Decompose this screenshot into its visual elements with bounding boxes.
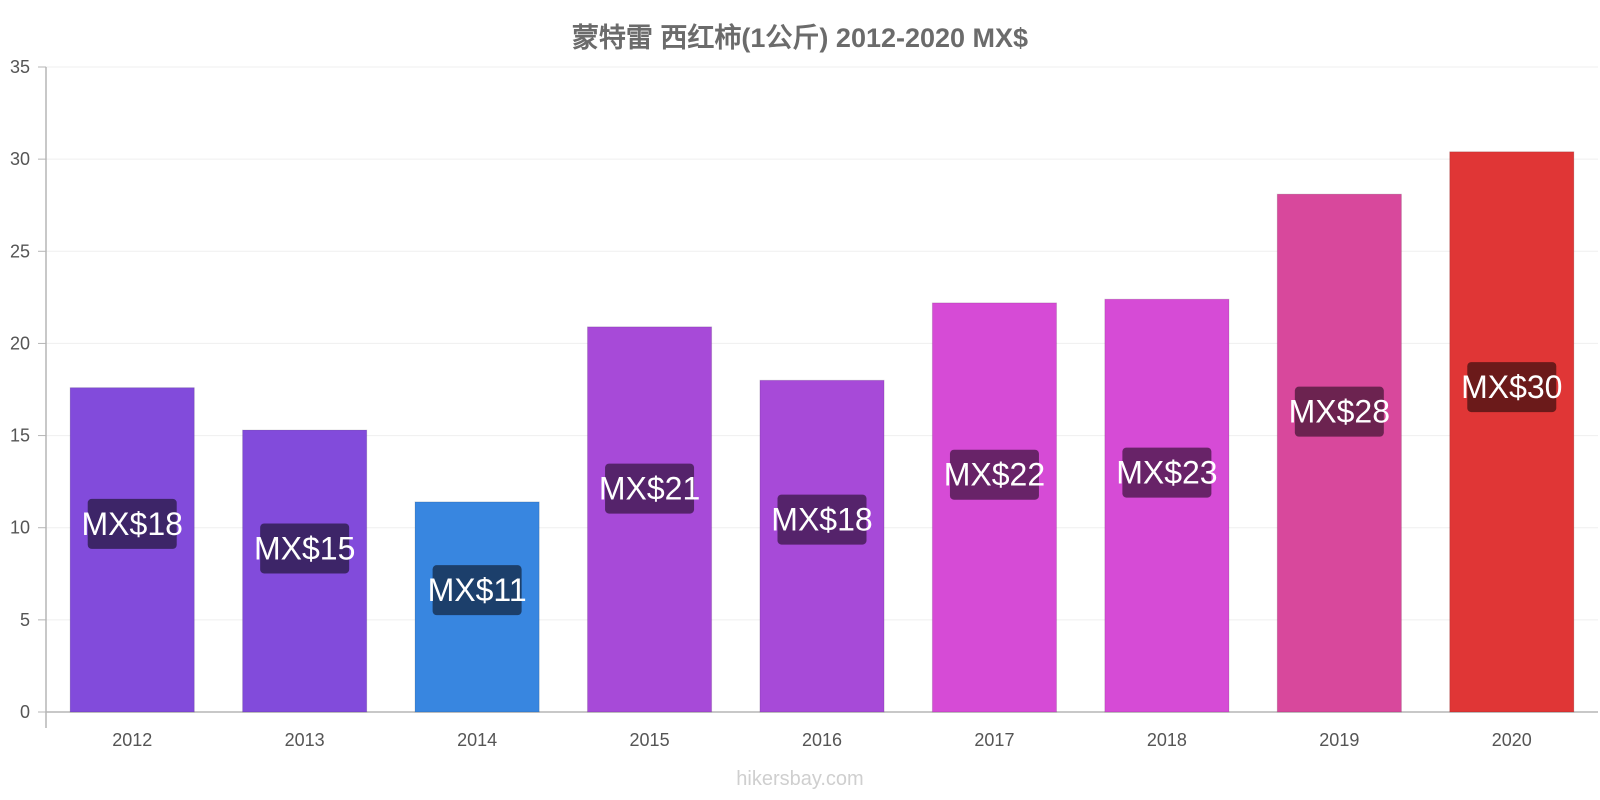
data-label: MX$18	[771, 502, 872, 538]
data-label: MX$15	[254, 530, 355, 566]
data-label-badge	[1467, 362, 1557, 413]
y-tick-label: 20	[10, 333, 30, 353]
y-tick-label: 0	[20, 702, 30, 722]
data-label: MX$22	[944, 457, 1045, 493]
x-tick-label: 2017	[974, 730, 1014, 750]
data-label-badge	[432, 565, 522, 616]
x-tick-label: 2015	[630, 730, 670, 750]
x-tick-label: 2012	[112, 730, 152, 750]
data-label-badge	[87, 498, 177, 549]
chart-title: 蒙特雷 西红柿(1公斤) 2012-2020 MX$	[571, 23, 1029, 53]
x-tick-label: 2020	[1492, 730, 1532, 750]
y-tick-label: 30	[10, 149, 30, 169]
y-tick-label: 35	[10, 57, 30, 77]
x-tick-label: 2013	[285, 730, 325, 750]
watermark: hikersbay.com	[736, 768, 864, 790]
y-tick-label: 10	[10, 518, 30, 538]
x-tick-label: 2014	[457, 730, 497, 750]
x-tick-label: 2019	[1319, 730, 1359, 750]
x-tick-label: 2016	[802, 730, 842, 750]
data-label: MX$11	[428, 572, 527, 608]
data-label-badge	[1294, 386, 1384, 437]
bar	[586, 326, 713, 713]
bar	[931, 302, 1058, 713]
bar	[69, 387, 195, 713]
data-label-badge	[605, 463, 695, 514]
data-label: MX$18	[82, 506, 183, 542]
data-label: MX$23	[1116, 455, 1217, 491]
data-label-badge	[1122, 447, 1212, 498]
y-tick-label: 5	[20, 610, 30, 630]
data-label: MX$30	[1461, 369, 1562, 405]
data-label-badge	[949, 449, 1039, 500]
x-tick-label: 2018	[1147, 730, 1187, 750]
bar	[1104, 298, 1230, 713]
data-label-badge	[777, 494, 867, 545]
bar	[1276, 193, 1402, 713]
bar	[1449, 151, 1575, 713]
data-label: MX$21	[599, 471, 700, 507]
bar	[759, 379, 885, 713]
y-tick-label: 15	[10, 426, 30, 446]
data-label: MX$28	[1289, 394, 1390, 430]
data-label-badge	[260, 523, 350, 574]
y-tick-label: 25	[10, 241, 30, 261]
